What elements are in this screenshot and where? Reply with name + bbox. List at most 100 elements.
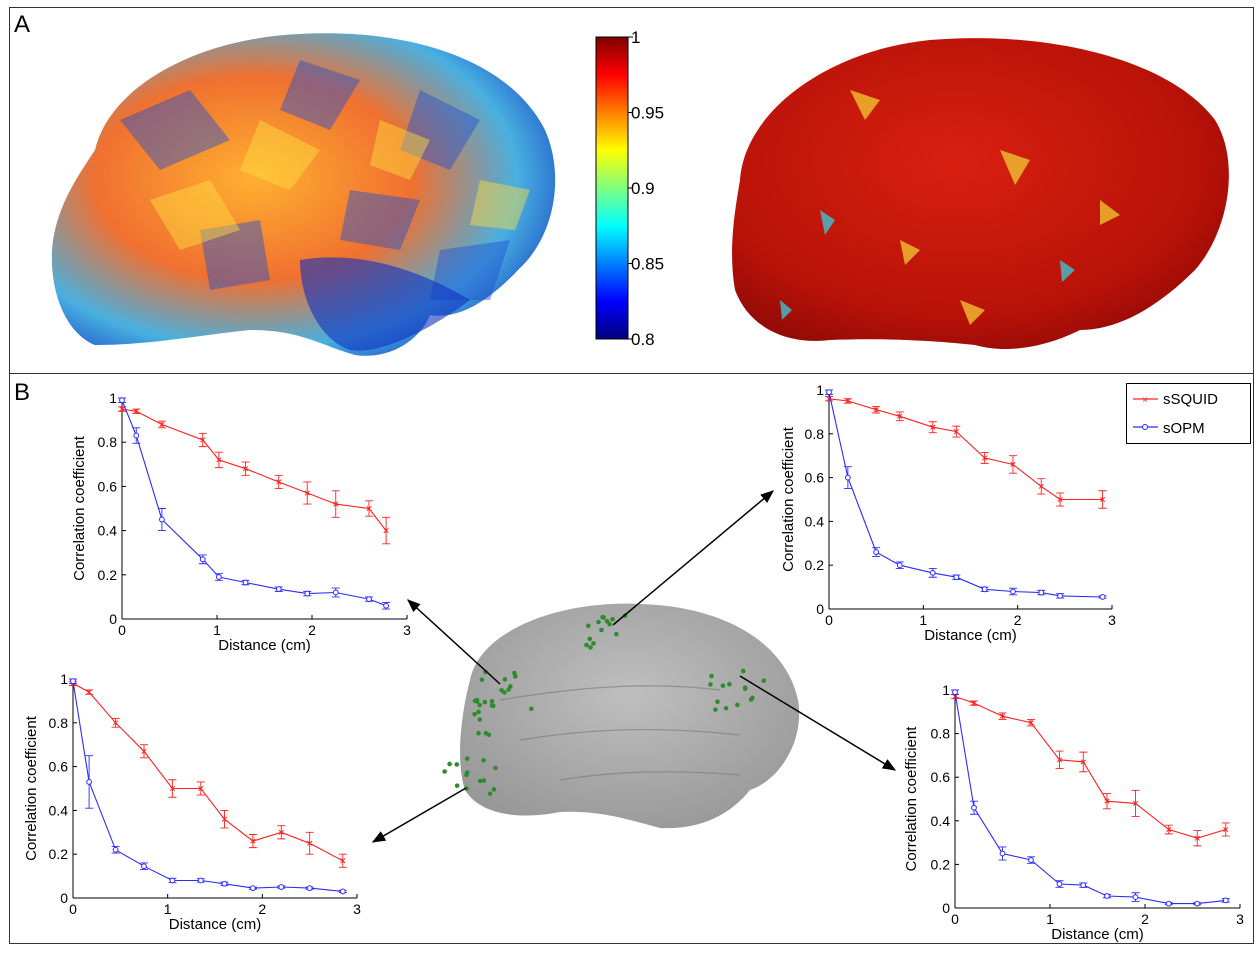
data-point [1057,496,1063,503]
sensor-point [481,757,486,763]
series-sOPM [825,389,1107,600]
arrow-top-right [612,490,775,626]
x-tick-label: 3 [1108,612,1116,628]
sensor-point [513,674,518,679]
sensor-point [479,677,485,683]
sensor-point [491,787,497,792]
data-point [1100,496,1106,503]
sensor-point [464,756,470,761]
brain-glass-shape [460,603,800,829]
y-tick-label: 0.2 [805,557,825,573]
data-point [242,466,249,472]
sensor-point [727,681,732,687]
legend: × sSQUID sOPM [1126,383,1251,444]
data-point [304,590,311,597]
sensor-point [493,765,498,771]
sensor-point [529,706,534,712]
data-point [981,586,988,593]
sensor-point [483,730,489,736]
data-point [197,877,204,884]
y-tick-label: 0.8 [931,726,951,742]
data-point [1010,588,1016,595]
brain-left-shape [51,33,556,356]
data-point [1010,461,1016,468]
data-point [999,713,1006,719]
series-sSQUID [825,396,1107,509]
sensor-point [599,627,604,633]
series-sSQUID [118,406,391,545]
panel-b-frame [9,373,1254,944]
legend-label-ssquid: sSQUID [1163,391,1218,408]
y-tick-label: 0.8 [49,715,69,731]
colorbar-tick-label: 0.9 [631,179,655,198]
x-tick-label: 0 [69,901,77,917]
brain-surface-left [51,33,556,356]
x-tick-label: 3 [1236,911,1244,927]
y-axis-label: Correlation coefficient [71,435,88,581]
colorbar-tick-label: 0.95 [631,104,664,123]
data-point [1104,798,1110,804]
sensor-point [742,686,748,692]
arrow-bottom-right [739,675,897,771]
x-tick-label: 3 [353,901,361,917]
series-line [828,392,1103,598]
sensor-point [447,761,452,767]
data-point [275,586,282,593]
data-point [1166,826,1172,833]
sensor-point [489,703,495,708]
sensor-point [472,711,477,717]
data-point [200,437,206,443]
sensor-point [591,641,596,646]
data-point [278,884,285,890]
data-point [1056,881,1063,887]
data-point [169,877,176,884]
data-point [112,846,119,853]
data-point [119,406,125,412]
sensor-point [476,730,481,736]
sensor-point [474,697,480,703]
y-tick-label: 1 [942,682,950,698]
data-point [844,474,851,481]
data-point [332,589,339,596]
panel-a-label: A [14,11,30,38]
data-point [1057,592,1064,599]
sensor-point [735,702,740,708]
series-sSQUID [69,680,347,868]
data-point [133,432,140,439]
sensor-point [708,682,713,687]
x-tick-label: 3 [403,622,411,638]
y-tick-label: 0 [60,890,68,906]
sensor-point [464,786,469,791]
data-point [1028,720,1034,726]
sensor-point [601,615,607,620]
data-point [383,602,390,609]
y-tick-label: 0.6 [931,769,951,785]
series-line [954,692,1226,905]
data-point [952,689,958,696]
sensor-point [761,678,767,683]
data-point [896,562,903,569]
series-line [828,398,1103,501]
data-point [198,785,204,792]
data-point [1104,893,1110,899]
brain-right-shape [732,38,1229,350]
sensor-point [454,762,460,767]
data-point [826,389,832,396]
data-point [999,850,1006,857]
data-point [333,501,339,507]
data-point [221,816,228,822]
x-tick-label: 0 [825,612,833,628]
data-point [141,748,147,754]
data-point [971,700,977,706]
data-point [249,885,256,892]
sensor-point [588,645,593,650]
y-axis-label: Correlation coefficient [903,726,920,872]
data-point [930,424,936,430]
y-tick-label: 1 [60,671,68,687]
sensor-point [477,778,483,784]
y-tick-label: 0.4 [49,802,69,818]
data-point [199,556,206,563]
